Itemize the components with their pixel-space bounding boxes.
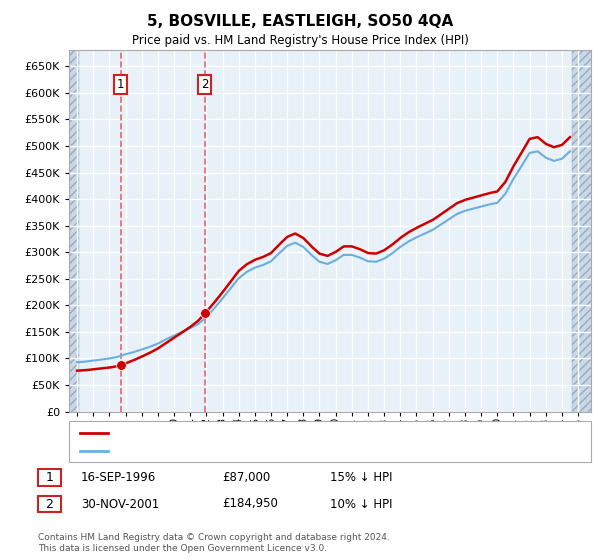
Text: £87,000: £87,000 [222,470,270,484]
Text: 30-NOV-2001: 30-NOV-2001 [81,497,159,511]
Text: 5, BOSVILLE, EASTLEIGH, SO50 4QA (detached house): 5, BOSVILLE, EASTLEIGH, SO50 4QA (detach… [114,428,416,437]
Bar [572,50,596,412]
Bar [572,50,596,412]
Text: 10% ↓ HPI: 10% ↓ HPI [330,497,392,511]
Bar [69,50,79,412]
Text: 5, BOSVILLE, EASTLEIGH, SO50 4QA: 5, BOSVILLE, EASTLEIGH, SO50 4QA [147,14,453,29]
Text: 16-SEP-1996: 16-SEP-1996 [81,470,156,484]
Text: 1: 1 [45,470,53,484]
Text: 1: 1 [117,78,124,91]
Text: Price paid vs. HM Land Registry's House Price Index (HPI): Price paid vs. HM Land Registry's House … [131,34,469,46]
Text: HPI: Average price, detached house, Eastleigh: HPI: Average price, detached house, East… [114,446,372,456]
Text: 2: 2 [201,78,209,91]
Bar [69,50,79,412]
Text: 15% ↓ HPI: 15% ↓ HPI [330,470,392,484]
Text: £184,950: £184,950 [222,497,278,511]
Text: 2: 2 [45,497,53,511]
Text: Contains HM Land Registry data © Crown copyright and database right 2024.
This d: Contains HM Land Registry data © Crown c… [38,533,389,553]
